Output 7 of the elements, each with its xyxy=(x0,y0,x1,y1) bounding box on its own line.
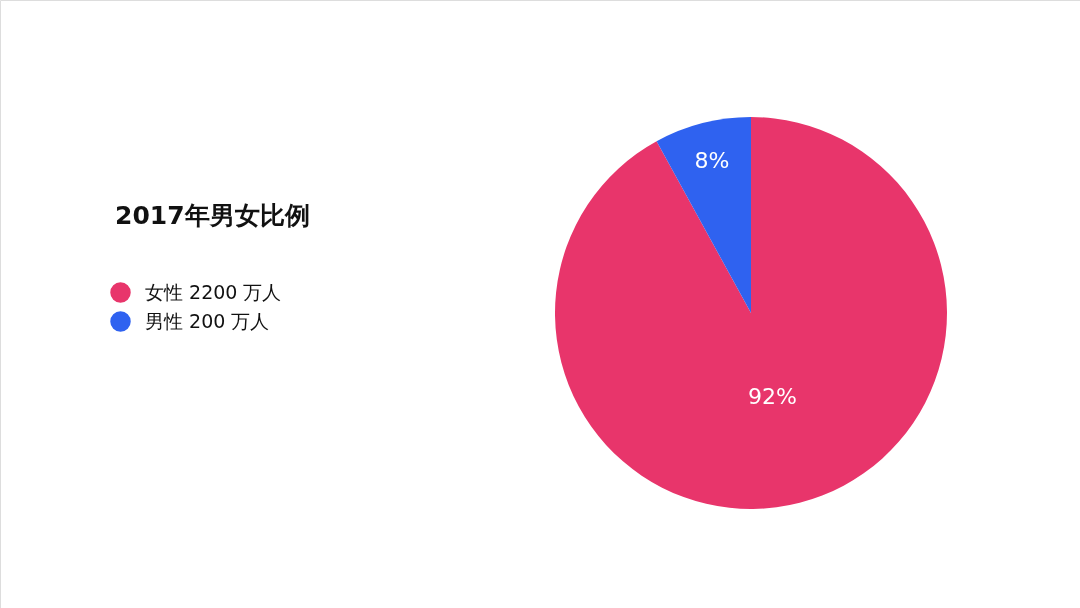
legend-label: 女性 2200 万人 xyxy=(145,280,282,303)
pie-slice xyxy=(555,117,947,509)
data-label: 92% xyxy=(747,383,797,409)
legend-label: 男性 200 万人 xyxy=(145,309,270,332)
pie-slice xyxy=(656,117,751,313)
data-label: 8% xyxy=(694,148,730,174)
text: 2017年男女比例 xyxy=(115,201,310,230)
